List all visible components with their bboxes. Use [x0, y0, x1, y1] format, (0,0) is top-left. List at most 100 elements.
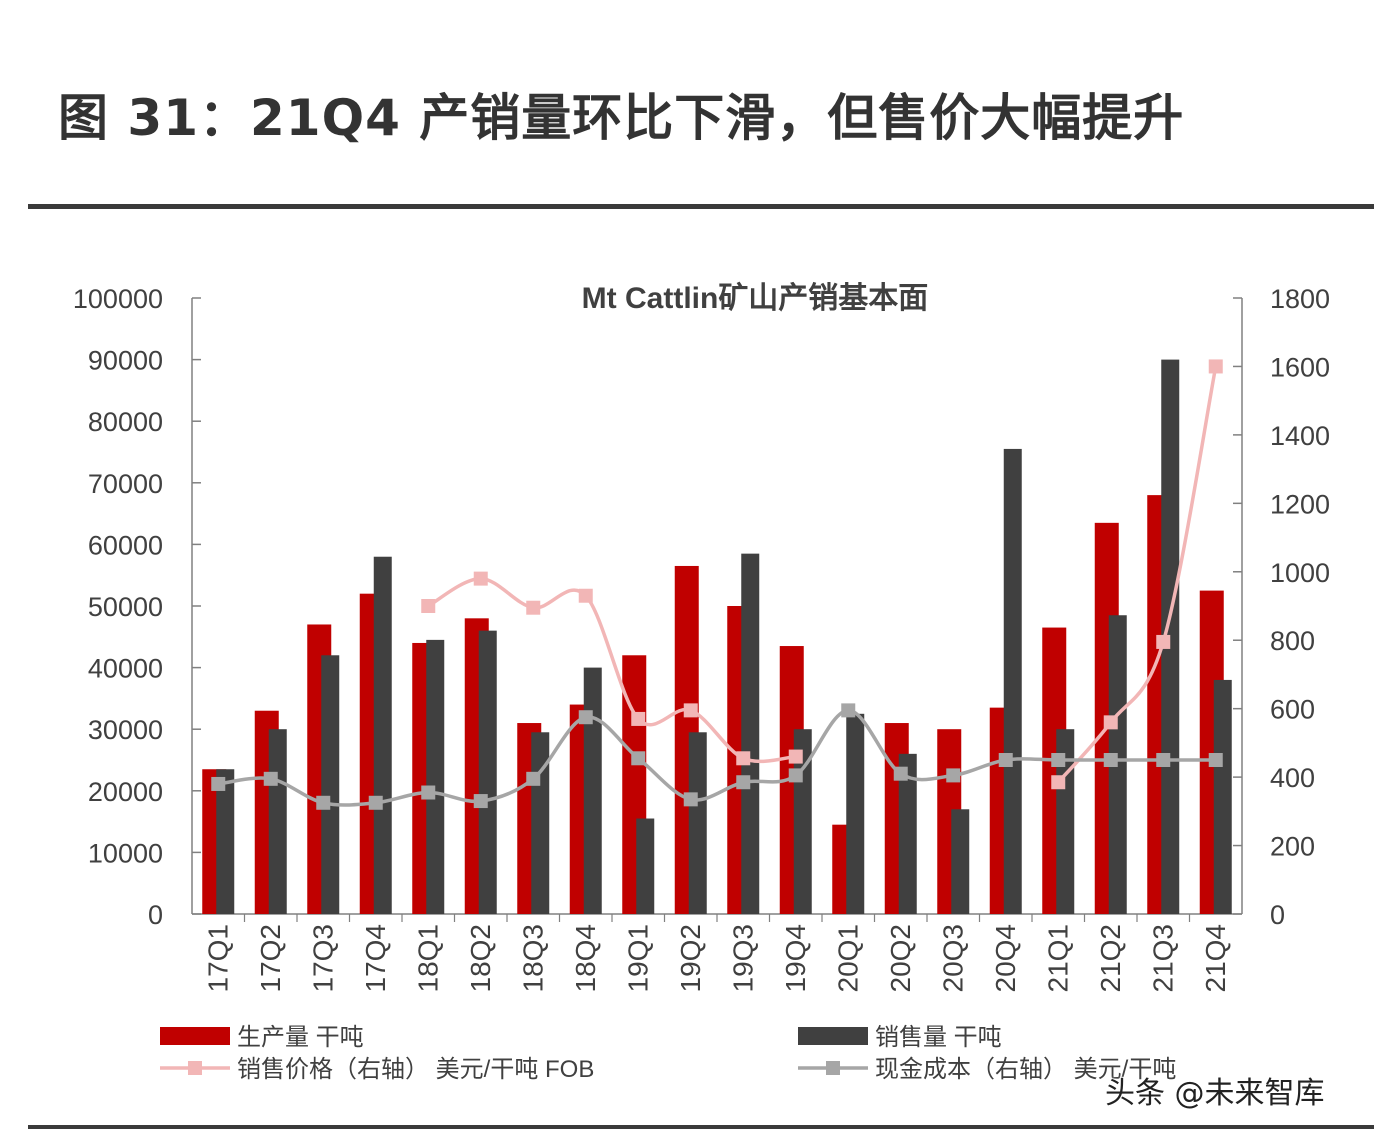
right-tick-label: 1200: [1270, 489, 1330, 519]
x-tick-label: 19Q1: [622, 924, 653, 993]
x-tick-label: 21Q4: [1200, 924, 1231, 993]
x-tick-label: 20Q3: [937, 924, 968, 993]
sales-bar: [1003, 448, 1022, 914]
sales-bar: [216, 769, 235, 914]
right-tick-label: 1000: [1270, 558, 1330, 588]
line-series: [211, 359, 1223, 810]
sales-bar: [268, 729, 287, 914]
cost-marker: [998, 753, 1013, 767]
sales-bar: [636, 818, 655, 914]
price-marker: [788, 749, 803, 764]
right-tick-label: 400: [1270, 763, 1315, 793]
left-tick-label: 70000: [88, 469, 163, 499]
right-tick-label: 1600: [1270, 352, 1330, 382]
axes: 0100002000030000400005000060000700008000…: [73, 284, 1330, 930]
sales-bar: [583, 667, 602, 914]
x-tick-label: 18Q3: [517, 924, 548, 993]
price-marker: [578, 588, 593, 603]
cost-marker: [946, 768, 961, 783]
legend-label: 销售量 干吨: [875, 1024, 1002, 1051]
sales-bar: [951, 809, 970, 914]
x-tick-label: 18Q1: [412, 924, 443, 993]
x-tick-labels: 17Q1 17Q2 17Q3 17Q4 18Q1 18Q2 18Q3 18Q4 19Q1 19Q2…: [202, 924, 1231, 993]
cost-marker: [841, 703, 856, 718]
x-tick-label: 17Q2: [255, 924, 286, 993]
price-line: [427, 576, 796, 764]
cost-marker: [421, 785, 436, 800]
sales-bar: [426, 639, 445, 914]
cost-marker: [1051, 753, 1066, 767]
x-tick-label: 21Q1: [1042, 924, 1073, 993]
left-tick-label: 10000: [88, 838, 163, 868]
cost-marker: [1156, 753, 1171, 767]
left-tick-label: 60000: [88, 530, 163, 560]
sales-bar: [688, 732, 707, 914]
figure-title: 图 31：21Q4 产销量环比下滑，但售价大幅提升: [58, 89, 1185, 147]
price-marker: [526, 600, 541, 615]
price-marker: [1208, 359, 1223, 374]
sales-bar: [1213, 679, 1232, 914]
price-marker: [1103, 715, 1118, 730]
x-tick-label: 17Q4: [360, 924, 391, 993]
watermark: 头条 @未来智库: [1105, 1076, 1325, 1111]
cost-line: [218, 708, 1216, 807]
price-marker: [631, 711, 646, 726]
left-tick-label: 80000: [88, 407, 163, 437]
sales-bar: [373, 556, 392, 914]
sales-bar: [321, 655, 340, 914]
cost-marker: [788, 768, 803, 783]
cost-marker: [683, 792, 698, 807]
x-tick-label: 19Q3: [727, 924, 758, 993]
x-tick-label: 19Q4: [780, 924, 811, 993]
price-marker: [473, 571, 488, 586]
x-tick-label: 17Q1: [202, 924, 233, 993]
price-line: [1056, 366, 1218, 784]
right-tick-label: 600: [1270, 695, 1315, 725]
legend-label: 销售价格（右轴） 美元/干吨 FOB: [237, 1056, 594, 1083]
cost-marker: [263, 771, 278, 786]
cost-marker: [1103, 753, 1118, 767]
cost-marker: [1208, 753, 1223, 767]
x-tick-label: 21Q3: [1147, 924, 1178, 993]
cost-marker: [473, 794, 488, 809]
left-tick-label: 50000: [88, 592, 163, 622]
right-tick-label: 0: [1270, 900, 1285, 930]
legend-label: 生产量 干吨: [237, 1024, 364, 1051]
price-marker: [1051, 775, 1066, 790]
bar-series: [202, 359, 1232, 915]
sales-bar: [531, 732, 550, 914]
bottom-rule: [28, 1125, 1374, 1129]
left-tick-label: 90000: [88, 346, 163, 376]
legend-price-marker: [188, 1061, 202, 1075]
right-tick-label: 1400: [1270, 421, 1330, 451]
x-tick-label: 17Q3: [307, 924, 338, 993]
price-marker: [683, 703, 698, 718]
cost-marker: [631, 751, 646, 766]
chart-title: Mt Cattlin矿山产销基本面: [582, 281, 929, 315]
legend-production-swatch: [160, 1027, 230, 1045]
x-tick-label: 18Q4: [570, 924, 601, 993]
sales-bar: [478, 630, 497, 914]
x-tick-label: 21Q2: [1095, 924, 1126, 993]
top-rule: [28, 204, 1374, 209]
sales-bar: [741, 553, 760, 914]
cost-marker: [526, 771, 541, 786]
cost-marker: [736, 775, 751, 790]
right-tick-label: 200: [1270, 832, 1315, 862]
x-tick-label: 20Q1: [832, 924, 863, 993]
cost-marker: [316, 795, 331, 810]
sales-bar: [846, 713, 865, 914]
x-tick-label: 18Q2: [465, 924, 496, 993]
price-marker: [1156, 634, 1171, 649]
cost-marker: [893, 766, 908, 781]
x-tick-label: 20Q4: [990, 924, 1021, 993]
cost-marker: [368, 795, 383, 810]
sales-bar: [898, 753, 917, 914]
price-marker: [421, 599, 436, 613]
legend-cost-marker: [826, 1061, 840, 1075]
left-tick-label: 30000: [88, 715, 163, 745]
price-marker: [736, 751, 751, 766]
left-tick-label: 0: [148, 900, 163, 930]
